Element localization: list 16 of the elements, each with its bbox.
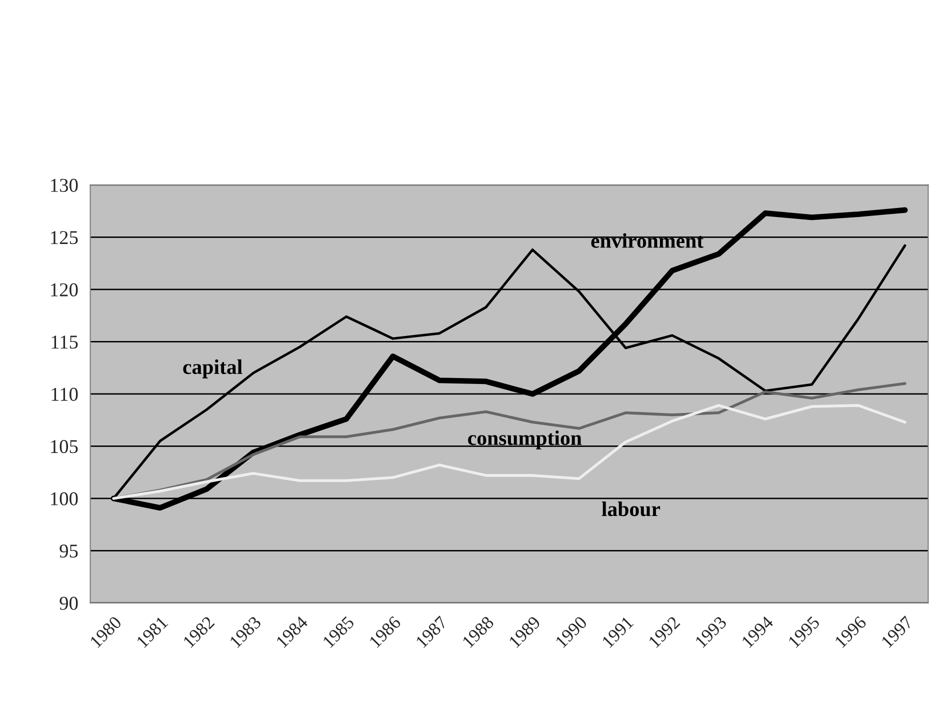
y-tick-label: 110 xyxy=(52,388,78,401)
y-tick-label: 95 xyxy=(60,544,78,558)
y-tick-label: 105 xyxy=(51,440,78,454)
y-tick-label: 100 xyxy=(51,492,78,506)
y-tick-label: 130 xyxy=(51,178,78,192)
y-tick-label: 120 xyxy=(51,283,78,296)
series-label: capital xyxy=(183,359,242,378)
y-tick-label: 90 xyxy=(60,596,78,610)
series-label: labour xyxy=(602,502,660,516)
x-tick-label: 1991 xyxy=(602,616,634,648)
y-tick-label: 115 xyxy=(52,336,78,349)
line-series xyxy=(112,404,906,500)
x-tick-label: 1981 xyxy=(136,616,168,648)
y-tick-label: 125 xyxy=(51,231,78,244)
line-series xyxy=(112,382,906,500)
series-label: consumption xyxy=(468,430,582,450)
